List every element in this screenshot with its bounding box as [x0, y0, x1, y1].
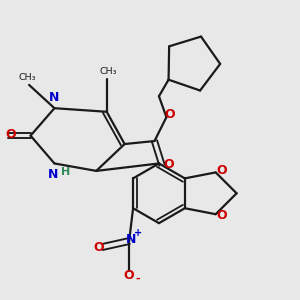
Text: CH₃: CH₃ — [99, 67, 117, 76]
Text: O: O — [164, 108, 175, 121]
Text: O: O — [216, 164, 227, 177]
Text: O: O — [123, 269, 134, 282]
Text: H: H — [61, 167, 70, 177]
Text: -: - — [135, 273, 140, 284]
Text: O: O — [6, 128, 16, 141]
Text: O: O — [163, 158, 174, 171]
Text: N: N — [48, 168, 58, 181]
Text: O: O — [93, 241, 104, 254]
Text: +: + — [134, 228, 142, 238]
Text: N: N — [125, 233, 136, 246]
Text: N: N — [49, 91, 60, 104]
Text: O: O — [216, 209, 227, 222]
Text: CH₃: CH₃ — [19, 73, 36, 82]
